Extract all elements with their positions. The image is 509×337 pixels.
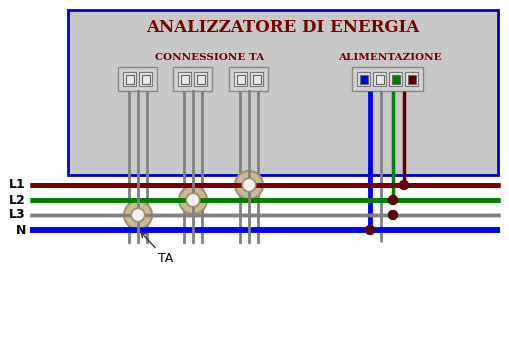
Text: N: N [16, 223, 26, 237]
Bar [174, 67, 212, 91]
Bar [126, 74, 134, 84]
Bar [139, 72, 153, 86]
Text: TA: TA [141, 232, 173, 266]
Bar [230, 67, 269, 91]
Bar [353, 67, 423, 91]
Bar [142, 74, 150, 84]
Circle shape [131, 208, 145, 222]
Bar [360, 74, 368, 84]
Bar [392, 74, 400, 84]
Circle shape [186, 193, 200, 207]
Bar [119, 67, 157, 91]
Circle shape [400, 181, 409, 189]
Text: L2: L2 [9, 193, 26, 207]
Text: ALIMENTAZIONE: ALIMENTAZIONE [338, 53, 442, 61]
Text: L3: L3 [9, 209, 26, 221]
Bar [376, 74, 384, 84]
Circle shape [388, 195, 398, 205]
Circle shape [388, 211, 398, 219]
Circle shape [179, 186, 207, 214]
Bar [179, 72, 191, 86]
Bar [124, 72, 136, 86]
Circle shape [365, 225, 375, 235]
Circle shape [131, 208, 145, 222]
Bar [181, 74, 189, 84]
Bar [406, 72, 418, 86]
Bar [250, 72, 264, 86]
Bar [357, 72, 371, 86]
Bar [253, 74, 261, 84]
Circle shape [242, 178, 256, 192]
Circle shape [235, 171, 263, 199]
Bar [68, 10, 498, 175]
Bar [194, 72, 208, 86]
Text: ANALIZZATORE DI ENERGIA: ANALIZZATORE DI ENERGIA [146, 19, 420, 35]
Bar [197, 74, 205, 84]
Bar [235, 72, 247, 86]
Bar [237, 74, 245, 84]
Text: CONNESSIONE TA: CONNESSIONE TA [155, 53, 265, 61]
Circle shape [186, 193, 200, 207]
Text: L1: L1 [9, 179, 26, 191]
Circle shape [242, 178, 256, 192]
Bar [408, 74, 416, 84]
Circle shape [124, 201, 152, 229]
Bar [374, 72, 386, 86]
Bar [389, 72, 403, 86]
